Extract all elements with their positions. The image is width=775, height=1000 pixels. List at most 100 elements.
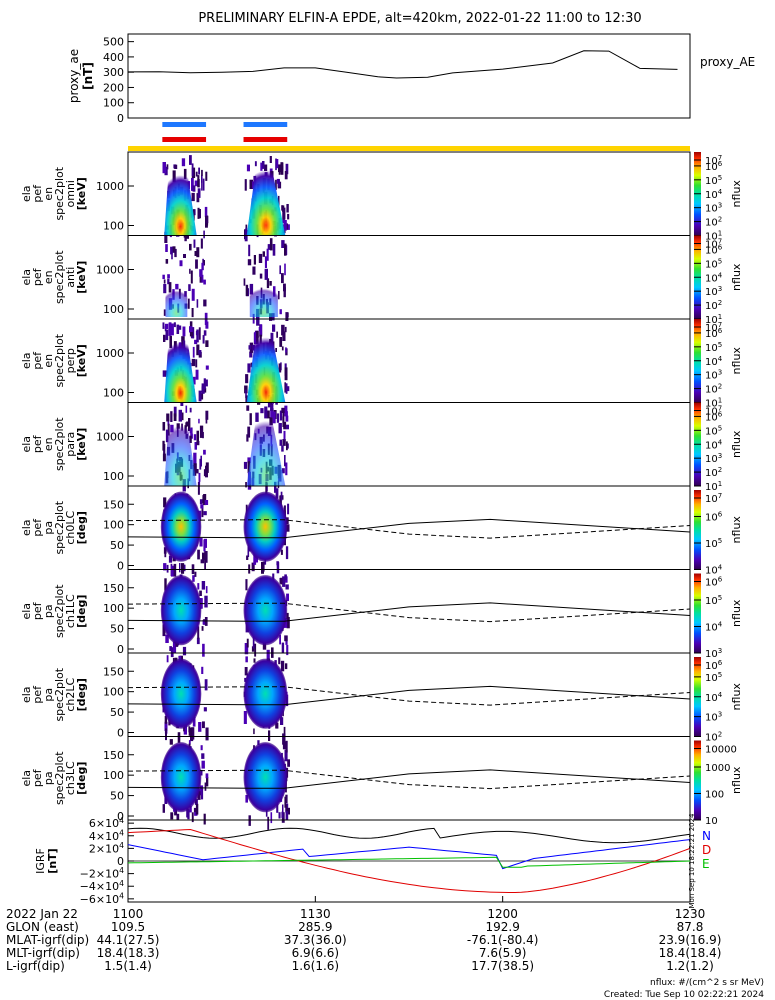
igrf-e-line: [127, 856, 691, 868]
pixel: [173, 406, 177, 417]
pixel: [262, 251, 265, 257]
pixel: [280, 717, 284, 725]
pixel: [191, 177, 194, 191]
panel-ylabel-line: para: [64, 432, 77, 457]
pixel: [275, 158, 277, 171]
pixel: [284, 455, 286, 467]
pixel: [195, 259, 198, 269]
pixel: [247, 546, 250, 557]
colorbar-tick-label: 1000: [705, 763, 730, 774]
pixel: [166, 655, 169, 663]
pixel: [279, 309, 282, 315]
pixel: [287, 759, 290, 767]
pixel: [162, 370, 167, 377]
pixel: [187, 298, 190, 309]
pixel: [276, 803, 279, 813]
pixel: [169, 739, 173, 745]
pixel: [198, 722, 202, 732]
panel-ylabel-line: ch2LC: [64, 678, 77, 712]
pixel: [162, 440, 165, 451]
pixel: [278, 363, 282, 373]
pixel: [278, 657, 281, 665]
pixel: [279, 439, 282, 446]
flux-blob: [160, 575, 202, 646]
pixel: [176, 813, 180, 821]
pixel: [189, 332, 194, 337]
igrf-side-text: Mon Sep 10 18:22:21 2024: [688, 813, 696, 909]
pixel: [171, 251, 173, 260]
colorbar-tick-label: 106: [705, 410, 723, 423]
ae-ytick-label: 200: [103, 81, 124, 94]
pixel: [202, 178, 205, 191]
pixel: [258, 253, 263, 263]
pixel: [200, 455, 202, 467]
pixel: [167, 274, 170, 279]
pixel: [191, 812, 194, 823]
flux-blob: [243, 575, 288, 646]
flux-blob: [246, 417, 286, 486]
pixel: [162, 274, 165, 280]
pixel: [164, 231, 168, 243]
pixel: [285, 312, 289, 321]
colorbar-tick-label: 107: [705, 321, 722, 334]
colorbar-tick-label: 105: [705, 174, 722, 187]
pixel: [198, 327, 201, 340]
pixel: [281, 468, 285, 474]
pixel: [162, 322, 165, 329]
panel-frame: [127, 569, 691, 654]
pixel: [181, 158, 186, 167]
footer-cell: 18.4(18.3): [97, 946, 160, 960]
pixel: [246, 638, 249, 648]
panel-ylabel-line: [deg]: [75, 511, 88, 544]
pixel: [172, 641, 177, 653]
footer-cell: 18.4(18.4): [659, 946, 722, 960]
pixel: [198, 418, 200, 424]
pixel: [253, 332, 257, 344]
pixel: [285, 462, 288, 476]
colorbar-tick-label: 100: [705, 790, 724, 801]
pixel: [181, 563, 185, 574]
pixel: [285, 424, 289, 430]
panel-ylabel-line: spec2plot: [53, 751, 66, 805]
pixel: [201, 169, 203, 176]
ytick-label: 100: [103, 303, 124, 316]
panel-frame: [127, 402, 691, 487]
panel-ylabel-line: spec2plot: [53, 417, 66, 471]
pixel: [252, 344, 256, 351]
panel-ylabel-line: spec2plot: [53, 667, 66, 721]
pixel: [196, 299, 199, 308]
pixel: [274, 481, 277, 493]
igrf-panel: 6×1044×1042×1040−2×104−4×104−6×104NDEMon…: [34, 813, 711, 909]
pixel: [200, 745, 203, 751]
pixel: [170, 323, 174, 336]
pixel: [201, 262, 204, 271]
pixel: [280, 660, 285, 672]
panel-ylabel-line: omni: [64, 180, 77, 207]
pixel: [165, 244, 168, 252]
pixel: [189, 268, 191, 274]
footer-row-label: L-igrf(dip): [6, 959, 65, 973]
pixel: [164, 323, 168, 330]
flux-blob: [243, 742, 288, 813]
pixel: [281, 346, 284, 351]
colorbar: [694, 573, 701, 653]
pixel: [166, 413, 170, 422]
colorbar-tick-label: 103: [705, 369, 722, 382]
footer-cell: 37.3(36.0): [284, 933, 347, 947]
pixel: [278, 291, 280, 300]
pixel: [205, 462, 209, 473]
pixel: [162, 624, 166, 637]
pixel: [278, 812, 281, 819]
pixel: [285, 794, 288, 804]
pixel: [202, 643, 205, 657]
ytick-label: 150: [103, 665, 124, 678]
pixel: [284, 663, 288, 670]
pixel: [286, 612, 289, 619]
pixel: [283, 726, 286, 739]
pixel: [253, 728, 255, 735]
pixel: [189, 326, 193, 333]
energy-panel-2: 1001000elapefenspec2plotperp[keV]1071061…: [20, 318, 743, 410]
pixel: [205, 365, 209, 370]
flux-blob: [165, 289, 188, 317]
pixel: [178, 655, 182, 661]
